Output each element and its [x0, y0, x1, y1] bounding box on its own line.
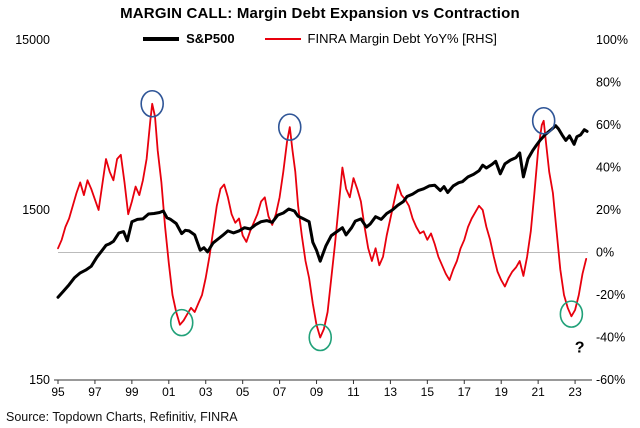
- question-mark-annotation: ?: [575, 339, 585, 356]
- legend-item-sp500: S&P500: [143, 31, 235, 46]
- x-axis-label: 11: [347, 385, 360, 399]
- x-axis-label: 15: [421, 385, 435, 399]
- x-axis-label: 05: [236, 385, 250, 399]
- x-axis-label: 99: [125, 385, 139, 399]
- x-axis-label: 17: [458, 385, 472, 399]
- trough-circle-annotation: [169, 308, 194, 337]
- x-axis-label: 21: [531, 385, 545, 399]
- x-axis-label: 03: [199, 385, 213, 399]
- sp500-line-swatch: [143, 36, 180, 41]
- right-axis-label: -60%: [596, 373, 625, 387]
- right-axis-label: 20%: [596, 203, 621, 217]
- legend-label-sp500: S&P500: [186, 31, 235, 46]
- x-axis-label: 07: [273, 385, 287, 399]
- right-axis-label: 40%: [596, 161, 621, 175]
- legend-item-margin-debt: FINRA Margin Debt YoY% [RHS]: [264, 31, 497, 46]
- right-axis-label: 0%: [596, 246, 614, 260]
- left-axis-label: 150: [29, 373, 50, 387]
- right-axis-label: 100%: [596, 33, 628, 47]
- x-axis-label: 09: [310, 385, 324, 399]
- x-axis-label: 13: [384, 385, 398, 399]
- peak-circle-annotation: [531, 106, 556, 135]
- right-axis-label: 80%: [596, 76, 621, 90]
- right-axis-label: -20%: [596, 288, 625, 302]
- margin-debt-line-swatch: [264, 37, 301, 40]
- x-axis-label: 97: [88, 385, 102, 399]
- margin-debt-line: [57, 102, 588, 339]
- x-axis-label: 01: [162, 385, 176, 399]
- chart-title: MARGIN CALL: Margin Debt Expansion vs Co…: [120, 5, 520, 22]
- left-axis-label: 15000: [15, 33, 50, 47]
- chart-legend: S&P500 FINRA Margin Debt YoY% [RHS]: [0, 31, 640, 46]
- trough-circle-annotation: [559, 300, 584, 328]
- x-axis-label: 19: [495, 385, 509, 399]
- peak-circle-annotation: [140, 89, 164, 118]
- left-axis-label: 1500: [22, 203, 50, 217]
- right-axis-label: -40%: [596, 331, 625, 345]
- legend-label-margin-debt: FINRA Margin Debt YoY% [RHS]: [307, 31, 497, 46]
- x-axis-label: 95: [51, 385, 65, 399]
- x-axis-label: 23: [568, 385, 582, 399]
- trough-circle-annotation: [308, 323, 333, 352]
- source-note: Source: Topdown Charts, Refinitiv, FINRA: [6, 410, 238, 424]
- peak-circle-annotation: [277, 113, 302, 141]
- sp500-line: [56, 124, 589, 299]
- right-axis-label: 60%: [596, 118, 621, 132]
